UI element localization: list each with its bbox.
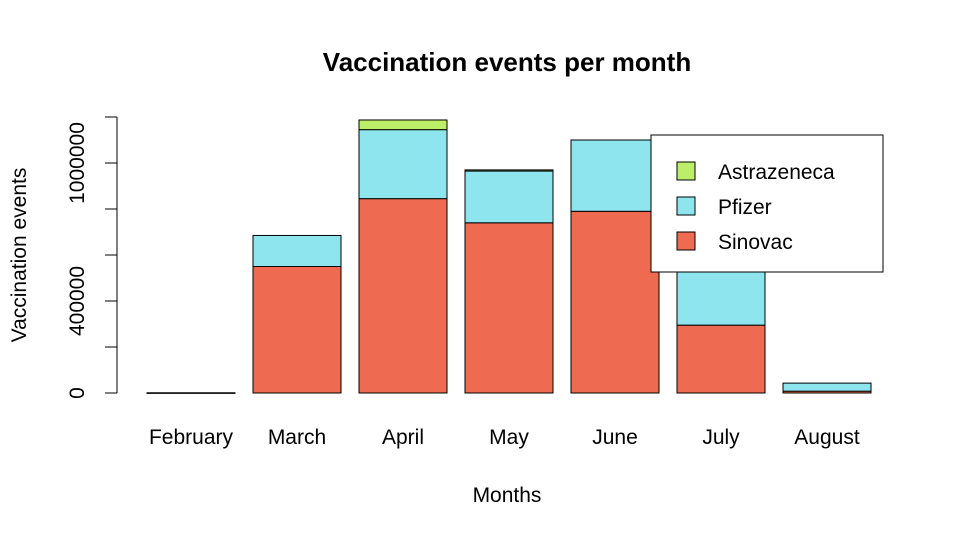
y-axis: 0 400000 1000000 — [66, 116, 118, 399]
bar-sinovac-may — [464, 222, 554, 394]
legend-label-astrazeneca: Astrazeneca — [718, 161, 835, 184]
bar-astrazeneca-april — [358, 119, 448, 131]
chart-title: Vaccination events per month — [323, 47, 691, 77]
legend: Astrazeneca Pfizer Sinovac — [650, 134, 884, 273]
bar-sinovac-february — [146, 392, 236, 394]
y-axis-label: Vaccination events — [8, 168, 31, 343]
bar-pfizer-may — [464, 170, 554, 224]
bar-sinovac-july — [676, 324, 766, 394]
x-tick-labels: February March April May June July August — [149, 426, 860, 449]
x-tick-label: August — [794, 426, 860, 449]
bar-pfizer-august — [782, 382, 872, 392]
bars-group — [146, 119, 872, 394]
bar-pfizer-june — [570, 139, 660, 212]
bar-pfizer-march — [252, 234, 342, 267]
x-tick-label: May — [489, 426, 529, 449]
x-tick-label: June — [592, 426, 638, 449]
bar-sinovac-june — [570, 210, 660, 394]
legend-label-sinovac: Sinovac — [718, 231, 793, 254]
legend-swatch-pfizer — [676, 196, 696, 216]
legend-swatch-sinovac — [676, 231, 696, 251]
y-tick-label: 1000000 — [66, 122, 89, 204]
x-tick-label: February — [149, 426, 234, 449]
x-tick-label: March — [268, 426, 326, 449]
legend-label-pfizer: Pfizer — [718, 196, 772, 219]
y-tick-label: 400000 — [66, 266, 89, 336]
x-tick-label: July — [702, 426, 740, 449]
bar-sinovac-april — [358, 198, 448, 394]
bar-pfizer-april — [358, 129, 448, 200]
bar-sinovac-march — [252, 266, 342, 394]
x-axis-label: Months — [473, 484, 542, 507]
x-tick-label: April — [382, 426, 424, 449]
bar-astrazeneca-may — [464, 169, 554, 172]
legend-swatch-astrazeneca — [676, 161, 696, 181]
y-tick-label: 0 — [66, 387, 89, 399]
